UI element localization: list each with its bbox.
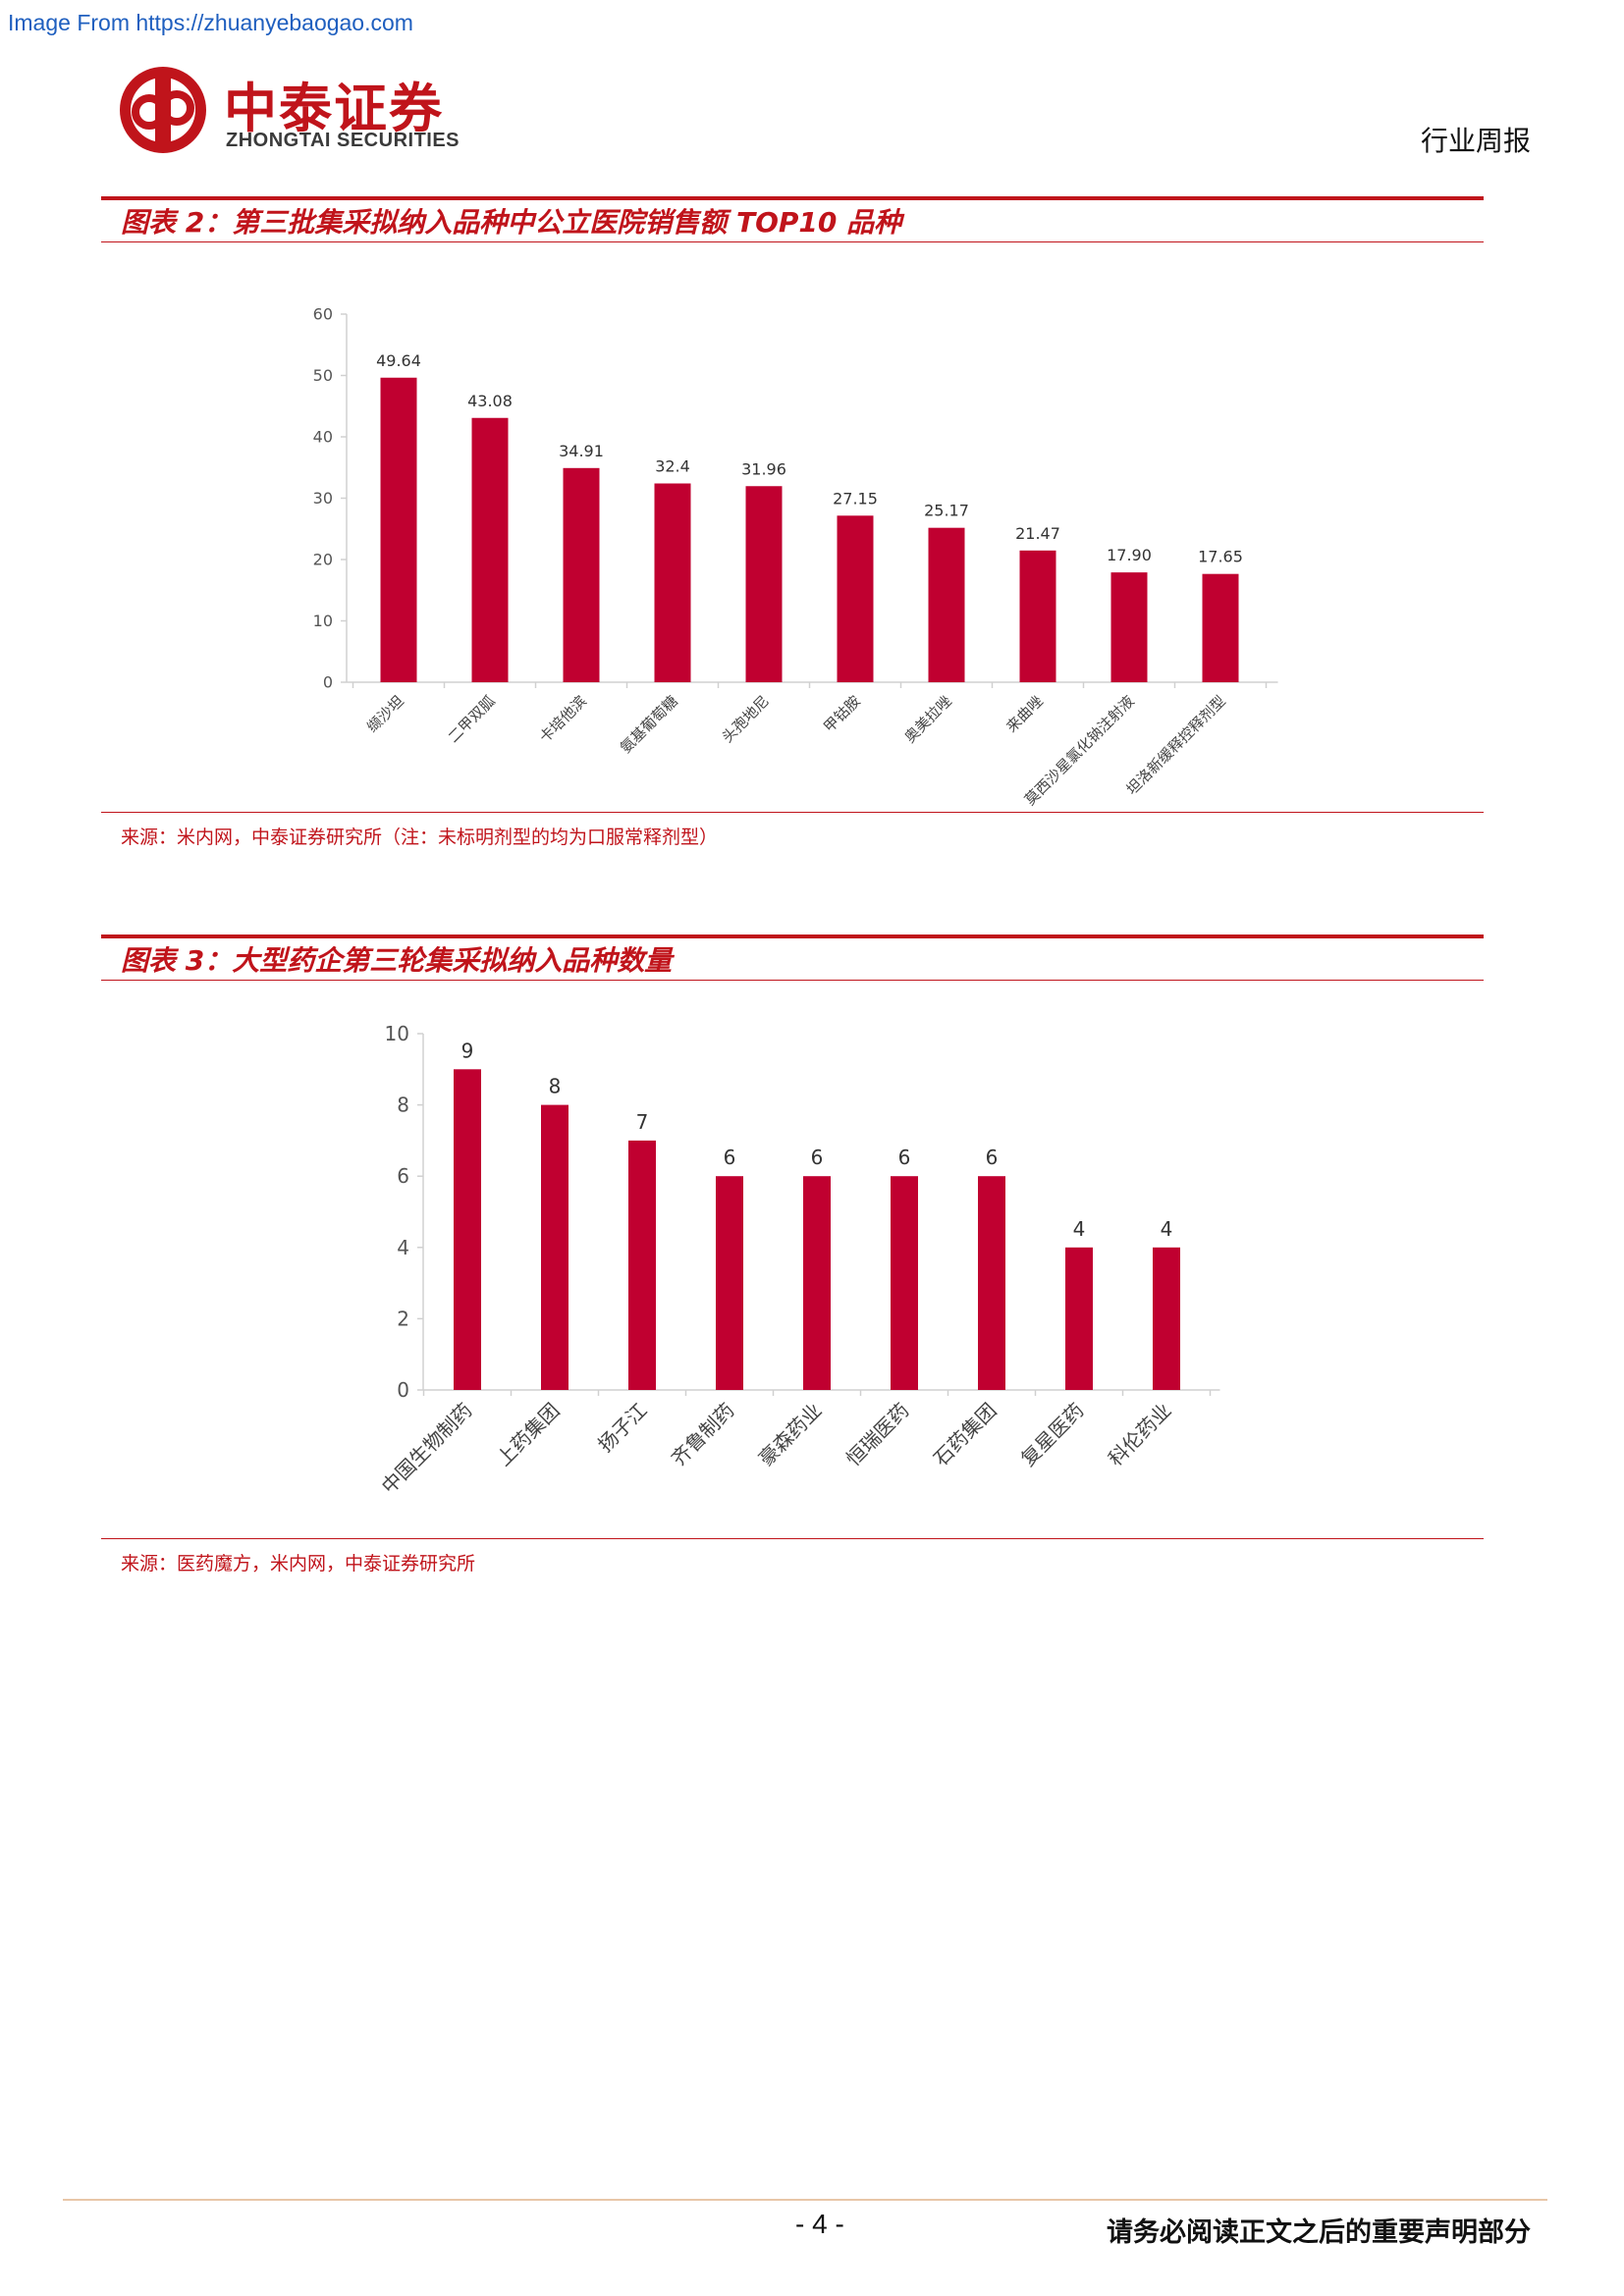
footer-divider (63, 2199, 1547, 2201)
x-tick-label: 奥美拉唑 (901, 692, 955, 746)
data-label: 4 (1073, 1217, 1086, 1241)
company-logo: 中泰证券 ZHONGTAI SECURITIES (116, 59, 489, 167)
x-tick-label: 上药集团 (492, 1399, 565, 1471)
y-tick-label: 50 (313, 366, 333, 385)
x-tick-label: 甲钴胺 (820, 692, 864, 736)
bar (1202, 573, 1239, 682)
figure-2: 图表 2：第三批集采拟纳入品种中公立医院销售额 TOP10 品种 0 10 20 30… (101, 196, 1484, 862)
data-label: 27.15 (833, 489, 878, 507)
y-tick-label: 6 (397, 1164, 409, 1188)
y-tick-label: 30 (313, 489, 333, 507)
document-type: 行业周报 (1420, 125, 1531, 157)
data-label: 9 (461, 1039, 474, 1062)
data-label: 6 (986, 1146, 999, 1169)
logo-cn-text: 中泰证券 (224, 78, 444, 139)
x-tick-label: 来曲唑 (1002, 692, 1047, 736)
x-tick-label: 齐鲁制药 (667, 1399, 739, 1471)
data-label: 8 (549, 1075, 562, 1098)
bar (928, 527, 965, 682)
data-label: 6 (724, 1146, 736, 1169)
bar (541, 1104, 568, 1390)
figure-2-title: 图表 2：第三批集采拟纳入品种中公立医院销售额 TOP10 品种 (121, 206, 902, 239)
y-tick-label: 20 (313, 551, 333, 569)
page-number: - 4 - (795, 2209, 844, 2239)
data-label: 4 (1161, 1217, 1173, 1241)
y-tick-label: 8 (397, 1094, 409, 1117)
x-tick-label: 复星医药 (1016, 1399, 1089, 1471)
pharma-count-bar-chart: 0 2 4 6 8 10 9 中国生物制药 8 上药集团 7 扬子江 6 齐鲁制药 6 豪森药业 6 恒瑞医药 6 石… (377, 1022, 1220, 1499)
bar (891, 1176, 918, 1390)
bar (1019, 550, 1056, 682)
figure-3-title: 图表 3：大型药企第三轮集采拟纳入品种数量 (121, 944, 673, 977)
x-tick-label: 石药集团 (929, 1399, 1001, 1471)
x-tick-label: 豪森药业 (754, 1399, 827, 1471)
bar (745, 486, 783, 682)
x-tick-label: 恒瑞医药 (841, 1399, 914, 1471)
data-label: 6 (898, 1146, 911, 1169)
y-tick-label: 10 (385, 1022, 409, 1045)
y-tick-label: 0 (397, 1378, 409, 1402)
bar (978, 1176, 1005, 1390)
data-label: 21.47 (1015, 524, 1060, 543)
x-tick-label: 卡培他滨 (536, 692, 590, 746)
x-tick-label: 坦洛新缓释控释剂型 (1123, 692, 1229, 798)
sales-top10-bar-chart: 0 10 20 30 40 50 60 49.64 缬沙坦 43.08 二甲双胍 34.91 卡培他滨 3… (313, 305, 1278, 809)
figure-3-source: 来源：医药魔方，米内网，中泰证券研究所 (101, 1538, 1484, 1588)
bar (563, 467, 600, 682)
disclaimer-text: 请务必阅读正文之后的重要声明部分 (1107, 2217, 1531, 2248)
bar (803, 1176, 831, 1390)
x-tick-label: 中国生物制药 (377, 1399, 477, 1499)
watermark-link[interactable]: Image From https://zhuanyebaogao.com (8, 10, 413, 35)
data-label: 6 (811, 1146, 824, 1169)
x-tick-label: 扬子江 (593, 1399, 651, 1457)
bar (628, 1140, 656, 1390)
data-label: 17.90 (1107, 546, 1152, 564)
figure-3: 图表 3：大型药企第三轮集采拟纳入品种数量 0 2 4 6 8 10 9 中国生物制药 8 上药集… (101, 934, 1484, 1588)
logo-en-text: ZHONGTAI SECURITIES (226, 130, 460, 151)
y-tick-label: 40 (313, 428, 333, 447)
x-tick-label: 科伦药业 (1104, 1399, 1176, 1471)
data-label: 7 (636, 1110, 649, 1134)
y-tick-label: 10 (313, 612, 333, 630)
bar (471, 417, 509, 682)
x-tick-label: 缬沙坦 (363, 692, 407, 736)
bar (454, 1069, 481, 1390)
x-tick-label: 氨基葡萄糖 (617, 692, 681, 757)
bar (380, 377, 417, 682)
x-tick-label: 头孢地尼 (719, 692, 773, 746)
x-tick-label: 二甲双胍 (445, 692, 499, 746)
figure-2-source: 来源：米内网，中泰证券研究所（注：未标明剂型的均为口服常释剂型） (101, 812, 1484, 862)
data-label: 31.96 (741, 459, 786, 478)
bar (837, 515, 874, 682)
data-label: 43.08 (467, 392, 513, 410)
y-tick-label: 4 (397, 1236, 409, 1259)
data-label: 32.4 (655, 457, 690, 476)
data-label: 25.17 (924, 502, 969, 520)
data-label: 49.64 (376, 351, 421, 370)
y-tick-label: 60 (313, 305, 333, 324)
data-label: 34.91 (559, 442, 604, 460)
y-tick-label: 0 (323, 673, 333, 692)
bar (1153, 1247, 1180, 1390)
y-tick-label: 2 (397, 1307, 409, 1330)
bar (654, 483, 691, 682)
data-label: 17.65 (1198, 548, 1243, 566)
bar (1065, 1247, 1093, 1390)
bar (1110, 572, 1148, 682)
logo-mark-icon (120, 67, 206, 153)
bar (716, 1176, 743, 1390)
